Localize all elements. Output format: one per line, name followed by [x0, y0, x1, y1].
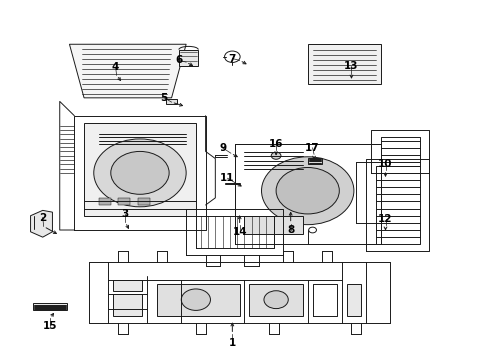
Circle shape — [94, 139, 186, 207]
Text: 15: 15 — [42, 321, 57, 332]
Text: 16: 16 — [268, 139, 283, 149]
Text: 12: 12 — [378, 214, 392, 224]
Text: 11: 11 — [220, 173, 234, 183]
Circle shape — [181, 289, 210, 310]
Polygon shape — [84, 123, 196, 216]
Text: 14: 14 — [232, 227, 246, 237]
Text: 13: 13 — [344, 61, 358, 71]
Text: 10: 10 — [378, 159, 392, 169]
Polygon shape — [244, 216, 302, 234]
Text: 4: 4 — [112, 63, 119, 72]
Text: 5: 5 — [161, 93, 167, 103]
Polygon shape — [137, 198, 149, 205]
Polygon shape — [307, 44, 380, 84]
Text: 3: 3 — [122, 209, 129, 219]
Circle shape — [271, 152, 281, 159]
Polygon shape — [346, 284, 361, 316]
Text: 17: 17 — [305, 143, 319, 153]
Circle shape — [264, 291, 287, 309]
Text: 2: 2 — [39, 212, 46, 222]
Text: 1: 1 — [228, 338, 236, 347]
Polygon shape — [99, 198, 111, 205]
Circle shape — [261, 157, 353, 225]
Text: 9: 9 — [219, 143, 226, 153]
Polygon shape — [69, 44, 186, 98]
Polygon shape — [179, 50, 198, 66]
Circle shape — [276, 167, 339, 214]
Polygon shape — [118, 198, 130, 205]
Polygon shape — [307, 158, 322, 164]
Polygon shape — [113, 280, 142, 291]
Polygon shape — [157, 284, 239, 316]
Polygon shape — [113, 294, 142, 316]
Polygon shape — [249, 284, 302, 316]
Polygon shape — [30, 210, 52, 237]
Text: 6: 6 — [175, 55, 182, 65]
Polygon shape — [165, 99, 177, 104]
Text: 7: 7 — [228, 54, 236, 64]
Circle shape — [308, 227, 316, 233]
Text: 8: 8 — [286, 225, 294, 235]
Polygon shape — [33, 303, 67, 310]
Circle shape — [111, 152, 169, 194]
